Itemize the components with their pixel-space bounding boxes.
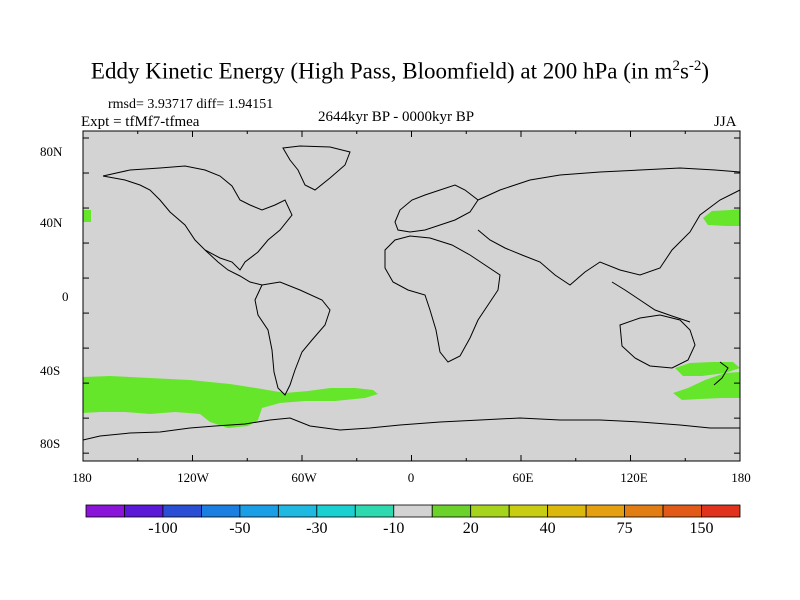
colorbar-swatch [316, 504, 356, 518]
colorbar-swatch [124, 504, 164, 518]
anomaly-southern-ocean-pacific [83, 376, 378, 428]
lat-label-80n: 80N [40, 144, 63, 159]
colorbar-swatch [85, 504, 125, 518]
coastlines [82, 145, 741, 441]
colorbar-label: -10 [383, 520, 405, 537]
coast-asia [477, 167, 741, 286]
lon-label-60w: 60W [291, 470, 317, 485]
colorbar-label: 150 [689, 520, 714, 537]
anomaly-south-pacific-east [673, 372, 740, 400]
axis-ticks [82, 131, 741, 461]
colorbar-swatch [354, 504, 395, 518]
coast-africa [384, 235, 501, 363]
lon-label-180w: 180 [72, 470, 92, 485]
colorbar-swatch [201, 504, 241, 518]
lat-label-0: 0 [62, 289, 69, 304]
colorbar-swatch [393, 504, 433, 518]
colorbar [85, 504, 741, 518]
colorbar-label: 20 [462, 520, 479, 537]
lat-label-40n: 40N [40, 215, 63, 230]
colorbar-swatch [431, 504, 472, 518]
colorbar-swatch [701, 504, 741, 518]
colorbar-swatch [508, 504, 549, 518]
colorbar-label: 75 [616, 520, 633, 537]
colorbar-swatch [470, 504, 510, 518]
coast-greenland [282, 145, 351, 191]
colorbar-swatch [547, 504, 587, 518]
chart-title: Eddy Kinetic Energy (High Pass, Bloomfie… [90, 58, 710, 84]
colorbar-label: 40 [539, 520, 556, 537]
lon-label-120e: 120E [620, 470, 648, 485]
lat-label-80s: 80S [40, 436, 61, 451]
coast-new-zealand [713, 361, 729, 386]
experiment-label: Expt = tfMf7-tfmea [81, 114, 200, 130]
colorbar-label: -30 [306, 520, 328, 537]
colorbar-swatch [277, 504, 318, 518]
colorbar-swatch [162, 504, 202, 518]
anomaly-tasman [675, 362, 740, 376]
lon-label-60e: 60E [512, 470, 534, 485]
colorbar-swatch [585, 504, 625, 518]
lon-label-180e: 180 [731, 470, 751, 485]
colorbar-swatch [662, 504, 702, 518]
coast-central-america [204, 249, 263, 286]
coast-north-america [102, 165, 293, 271]
lon-label-120w: 120W [177, 470, 209, 485]
colorbar-label: -100 [148, 520, 178, 537]
coast-antarctica [82, 417, 740, 441]
anomaly-north-pacific-west [83, 210, 91, 222]
season-label: JJA [714, 114, 737, 130]
lat-label-40s: 40S [40, 363, 61, 378]
colorbar-swatch [624, 504, 664, 518]
lon-label-0: 0 [407, 470, 415, 485]
coast-south-america [254, 281, 331, 396]
period-label: 2644kyr BP - 0000kyr BP [318, 109, 475, 125]
anomaly-regions [83, 209, 740, 428]
stats-label: rmsd= 3.93717 diff= 1.94151 [108, 97, 274, 112]
colorbar-label: -50 [229, 520, 251, 537]
colorbar-swatch [239, 504, 279, 518]
coast-australia [619, 314, 696, 369]
coast-southeast-asia [611, 281, 691, 323]
anomaly-north-pacific-east [703, 209, 740, 226]
